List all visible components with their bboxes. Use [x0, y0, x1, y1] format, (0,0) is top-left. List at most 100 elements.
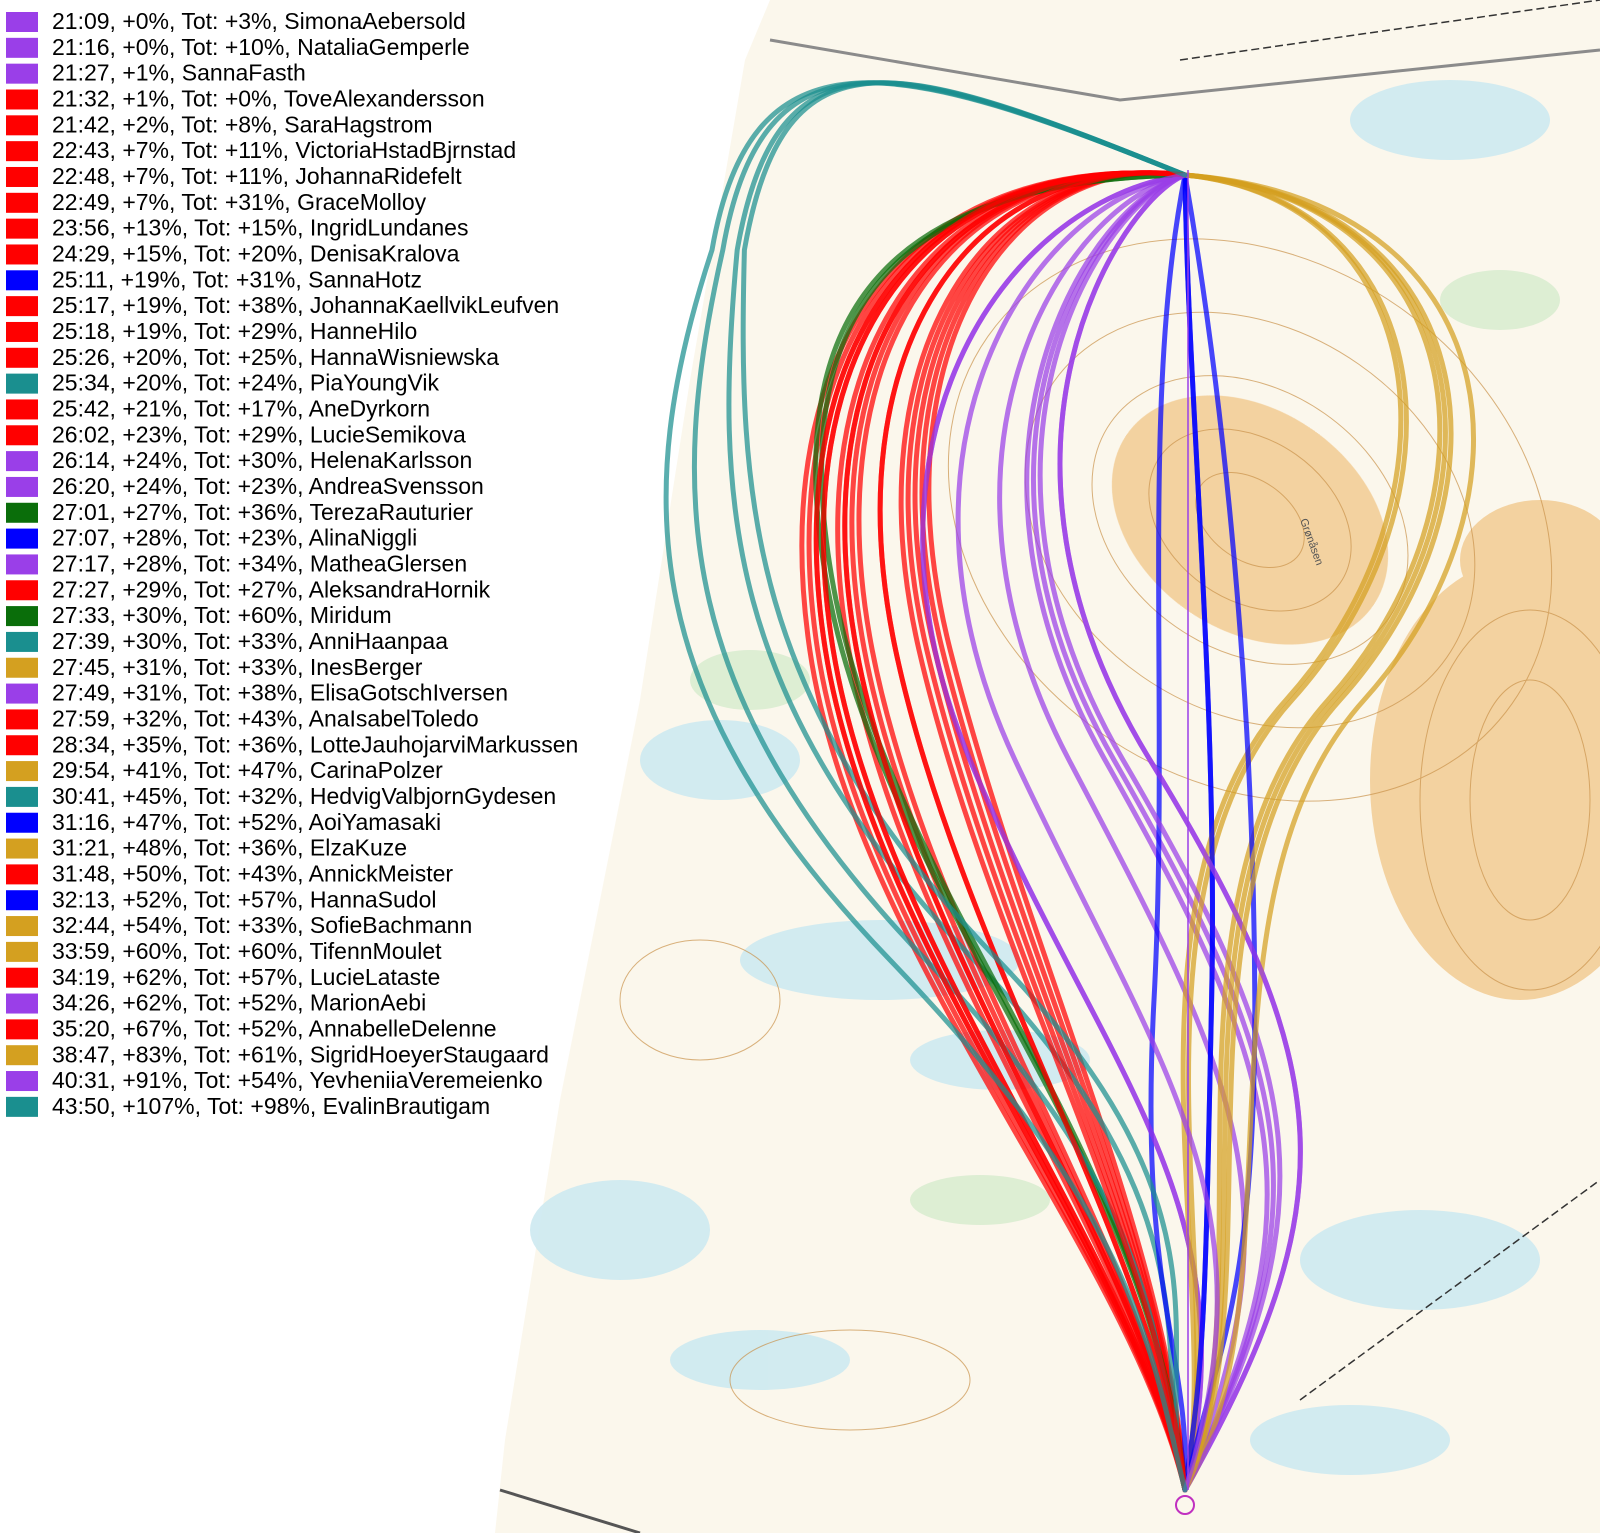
legend-label: 32:44, +54%, Tot: +33%, SofieBachmann [52, 912, 472, 938]
legend-label: 21:32, +1%, Tot: +0%, ToveAlexandersson [52, 86, 485, 112]
legend-label: 26:02, +23%, Tot: +29%, LucieSemikova [52, 421, 466, 447]
legend-swatch [6, 37, 38, 58]
legend-label: 21:27, +1%, SannaFasth [52, 60, 306, 86]
legend-label: 27:33, +30%, Tot: +60%, Miridum [52, 602, 392, 628]
legend-swatch [6, 476, 38, 497]
legend-swatch [6, 373, 38, 394]
legend-swatch [6, 115, 38, 136]
legend-label: 34:19, +62%, Tot: +57%, LucieLataste [52, 964, 440, 990]
legend-swatch [6, 709, 38, 730]
route [919, 170, 1188, 1493]
legend-swatch [6, 993, 38, 1014]
legend-label: 27:49, +31%, Tot: +38%, ElisaGotschIvers… [52, 680, 508, 706]
legend-label: 40:31, +91%, Tot: +54%, YevheniiaVeremei… [52, 1067, 543, 1093]
legend-swatch [6, 89, 38, 110]
legend-swatch [6, 296, 38, 317]
legend-label: 24:29, +15%, Tot: +20%, DenisaKralova [52, 241, 460, 267]
legend-swatch [6, 683, 38, 704]
legend-label: 22:48, +7%, Tot: +11%, JohannaRidefelt [52, 163, 462, 189]
legend-swatch [6, 63, 38, 84]
legend-swatch [6, 244, 38, 265]
legend-swatch [6, 1019, 38, 1040]
route [820, 170, 1188, 1493]
legend-swatch [6, 735, 38, 756]
legend-swatch [6, 1045, 38, 1066]
legend-swatch [6, 270, 38, 291]
legend-label: 31:21, +48%, Tot: +36%, ElzaKuze [52, 835, 407, 861]
route [1180, 172, 1404, 1493]
legend-swatch [6, 786, 38, 807]
legend-swatch [6, 657, 38, 678]
route [1031, 172, 1277, 1493]
legend-label: 27:07, +28%, Tot: +23%, AlinaNiggli [52, 525, 417, 551]
legend-swatch [6, 218, 38, 239]
finish-marker [1175, 1495, 1195, 1515]
legend-label: 31:16, +47%, Tot: +52%, AoiYamasaki [52, 809, 441, 835]
legend-swatch [6, 890, 38, 911]
legend-label: 29:54, +41%, Tot: +47%, CarinaPolzer [52, 757, 443, 783]
route [898, 170, 1188, 1493]
legend-label: 28:34, +35%, Tot: +36%, LotteJauhojarviM… [52, 731, 578, 757]
legend-label: 21:42, +2%, Tot: +8%, SaraHagstrom [52, 111, 433, 137]
legend-swatch [6, 554, 38, 575]
legend-label: 23:56, +13%, Tot: +15%, IngridLundanes [52, 215, 468, 241]
legend-label: 27:39, +30%, Tot: +33%, AnniHaanpaa [52, 628, 448, 654]
legend-swatch [6, 1096, 38, 1117]
legend-swatch [6, 12, 38, 32]
legend-swatch [6, 761, 38, 782]
legend-label: 38:47, +83%, Tot: +61%, SigridHoeyerStau… [52, 1041, 549, 1067]
route [877, 170, 1188, 1493]
legend-swatch [6, 812, 38, 833]
legend-label: 27:45, +31%, Tot: +33%, InesBerger [52, 654, 423, 680]
legend-swatch [6, 321, 38, 342]
legend-label: 26:14, +24%, Tot: +30%, HelenaKarlsson [52, 447, 472, 473]
legend-label: 34:26, +62%, Tot: +52%, MarionAebi [52, 990, 426, 1016]
legend-label: 32:13, +52%, Tot: +57%, HannaSudol [52, 886, 436, 912]
legend-label: 22:49, +7%, Tot: +31%, GraceMolloy [52, 189, 427, 215]
legend-label: 25:17, +19%, Tot: +38%, JohannaKaellvikL… [52, 292, 559, 318]
route [842, 170, 1188, 1493]
legend-label: 35:20, +67%, Tot: +52%, AnnabelleDelenne [52, 1015, 497, 1041]
legend-label: 27:59, +32%, Tot: +43%, AnaIsabelToledo [52, 705, 479, 731]
legend-swatch [6, 425, 38, 446]
route [1182, 172, 1448, 1493]
route [1182, 172, 1215, 1493]
legend-swatch [6, 606, 38, 627]
legend-label: 25:26, +20%, Tot: +25%, HannaWisniewska [52, 344, 499, 370]
routes [663, 80, 1476, 1493]
route [1182, 172, 1454, 1493]
legend-label: 25:42, +21%, Tot: +17%, AneDyrkorn [52, 396, 430, 422]
legend-swatch [6, 502, 38, 523]
legend-label: 25:11, +19%, Tot: +31%, SannaHotz [52, 266, 422, 292]
legend-label: 27:01, +27%, Tot: +36%, TerezaRauturier [52, 499, 473, 525]
route [1182, 172, 1409, 1493]
legend-swatch [6, 347, 38, 368]
legend-swatch [6, 1071, 38, 1092]
legend-label: 21:09, +0%, Tot: +3%, SimonaAebersold [52, 8, 466, 34]
legend-swatch [6, 141, 38, 162]
legend-label: 25:34, +20%, Tot: +24%, PiaYoungVik [52, 370, 440, 396]
legend-label: 21:16, +0%, Tot: +10%, NataliaGemperle [52, 34, 470, 60]
legend-label: 33:59, +60%, Tot: +60%, TifennMoulet [52, 938, 442, 964]
legend-swatch [6, 864, 38, 885]
legend-swatch [6, 631, 38, 652]
route [1182, 172, 1476, 1493]
legend-swatch [6, 166, 38, 187]
legend-label: 26:20, +24%, Tot: +23%, AndreaSvensson [52, 473, 484, 499]
legend-swatch [6, 399, 38, 420]
route [1024, 172, 1270, 1493]
route [926, 170, 1188, 1493]
map-background: Grønåsen [495, 0, 1600, 1533]
legend-swatch [6, 528, 38, 549]
legend-label: 31:48, +50%, Tot: +43%, AnnickMeister [52, 860, 453, 886]
legend-label: 27:17, +28%, Tot: +34%, MatheaGlersen [52, 551, 467, 577]
legend-swatch [6, 451, 38, 472]
route [955, 172, 1220, 1493]
route [1037, 172, 1283, 1493]
legend-swatch [6, 916, 38, 937]
legend: 21:09, +0%, Tot: +3%, SimonaAebersold21:… [6, 6, 580, 1121]
legend-label: 25:18, +19%, Tot: +29%, HanneHilo [52, 318, 417, 344]
route [663, 80, 1188, 1493]
legend-swatch [6, 838, 38, 859]
